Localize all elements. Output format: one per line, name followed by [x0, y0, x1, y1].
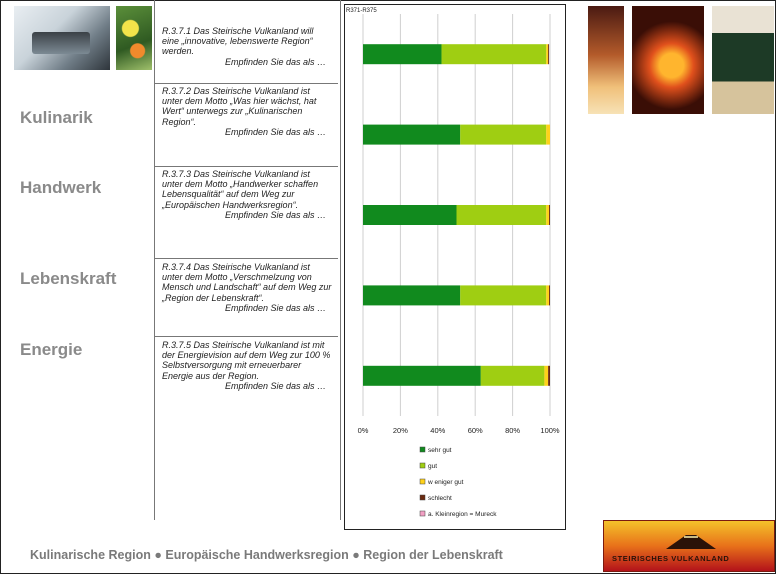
bar-segment	[546, 124, 550, 145]
bar-segment	[363, 205, 457, 225]
legend-label: schlecht	[428, 495, 452, 502]
question-body: R.3.7.2 Das Steirische Vulkanland ist un…	[162, 86, 317, 127]
sink-photo	[14, 6, 110, 70]
question-text-3: R.3.7.3 Das Steirische Vulkanland ist un…	[162, 169, 332, 220]
bar-segment	[363, 285, 461, 306]
question-body: R.3.7.3 Das Steirische Vulkanland ist un…	[162, 169, 319, 210]
stacked-bar-chart: R371-R375 0% 20% 40% 60% 80% 100% sehr gut gut w …	[346, 8, 560, 518]
question-body: R.3.7.4 Das Steirische Vulkanland ist un…	[162, 262, 332, 303]
bar-segment	[549, 205, 550, 225]
footer-slogan: Kulinarische Region ● Europäische Handwe…	[30, 548, 503, 562]
question-text-1: R.3.7.1 Das Steirische Vulkanland will e…	[162, 26, 332, 67]
question-text-2: R.3.7.2 Das Steirische Vulkanland ist un…	[162, 86, 332, 137]
side-label-energie: Energie	[20, 340, 83, 359]
flame-photo	[632, 6, 704, 114]
question-text-4: R.3.7.4 Das Steirische Vulkanland ist un…	[162, 262, 332, 313]
bar-segment	[363, 124, 461, 145]
question-column	[154, 0, 341, 520]
question-body: R.3.7.1 Das Steirische Vulkanland will e…	[162, 26, 314, 57]
x-tick-label: 60%	[468, 426, 483, 435]
x-tick-label: 40%	[430, 426, 445, 435]
bar-segment	[480, 365, 545, 386]
bar-segment	[456, 205, 547, 225]
legend-swatch	[419, 478, 426, 485]
bar-segment	[546, 44, 549, 65]
question-tail: Empfinden Sie das als …	[224, 56, 326, 67]
legend-swatch	[419, 462, 426, 469]
x-tick-label: 100%	[540, 426, 560, 435]
vulkanland-logo: STEIRISCHES VULKANLAND	[603, 520, 775, 572]
bar-segment	[460, 124, 547, 145]
wine-photo	[588, 6, 624, 114]
legend-label: gut	[428, 463, 437, 470]
x-tick-label: 20%	[393, 426, 408, 435]
dirndl-photo	[712, 6, 774, 114]
legend-swatch	[419, 446, 426, 453]
question-tail: Empfinden Sie das als …	[224, 302, 326, 313]
chart-frame	[344, 4, 566, 530]
legend-swatch	[419, 494, 426, 501]
legend-swatch	[419, 510, 426, 517]
side-label-kulinarik: Kulinarik	[20, 108, 93, 127]
bar-segment	[548, 44, 550, 65]
bar-segment	[441, 44, 547, 65]
bar-segment	[544, 365, 549, 386]
question-tail: Empfinden Sie das als …	[224, 126, 326, 137]
volcano-icon	[666, 535, 716, 549]
x-tick-label: 80%	[505, 426, 520, 435]
question-text-5: R.3.7.5 Das Steirische Vulkanland ist mi…	[162, 340, 332, 391]
flower-photo	[116, 6, 152, 70]
side-label-lebenskraft: Lebenskraft	[20, 269, 117, 288]
legend-label: a. Kleinregion = Mureck	[428, 511, 497, 518]
logo-text: STEIRISCHES VULKANLAND	[612, 554, 730, 563]
bar-segment	[549, 285, 550, 306]
question-divider	[155, 336, 338, 337]
question-body: R.3.7.5 Das Steirische Vulkanland ist mi…	[162, 340, 331, 381]
question-tail: Empfinden Sie das als …	[224, 380, 326, 391]
question-divider	[155, 258, 338, 259]
question-divider	[155, 166, 338, 167]
bar-segment	[363, 365, 481, 386]
bar-segment	[546, 205, 550, 225]
x-tick-label: 0%	[358, 426, 369, 435]
question-tail: Empfinden Sie das als …	[224, 209, 326, 220]
legend-label: sehr gut	[428, 447, 452, 454]
question-divider	[155, 83, 338, 84]
bar-segment	[460, 285, 547, 306]
bar-segment	[548, 365, 550, 386]
legend-label: w eniger gut	[427, 479, 464, 486]
chart-title: R371-R375	[346, 8, 377, 14]
bar-segment	[546, 285, 550, 306]
bar-segment	[363, 44, 442, 65]
side-label-handwerk: Handwerk	[20, 178, 102, 197]
